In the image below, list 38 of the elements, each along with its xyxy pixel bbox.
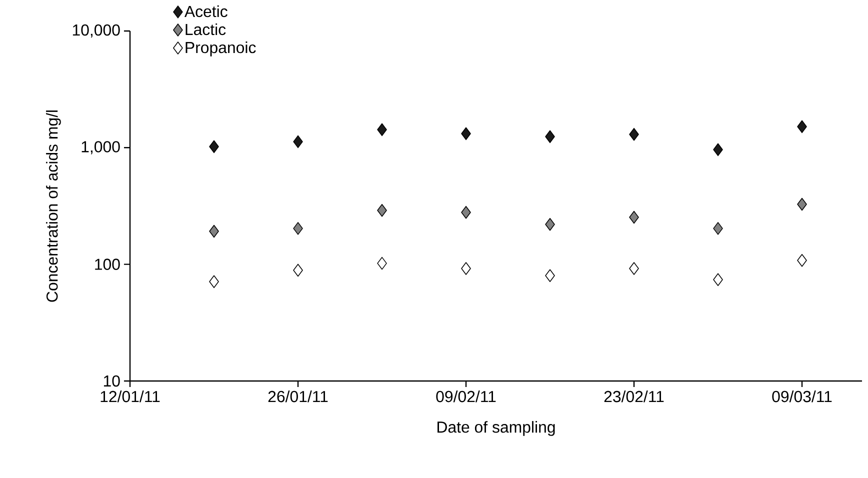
point — [293, 264, 303, 277]
y-tick-label: 10,000 — [72, 24, 120, 38]
point — [629, 128, 639, 141]
point — [293, 135, 303, 148]
point — [377, 204, 387, 217]
x-tick-label: 09/02/11 — [436, 390, 496, 402]
point — [713, 222, 723, 235]
x-tick-label: 09/03/11 — [772, 390, 832, 402]
y-tick-label: 100 — [95, 258, 120, 270]
point — [629, 262, 639, 275]
point — [545, 269, 555, 282]
point — [209, 224, 219, 238]
point — [629, 210, 639, 224]
x-tick-label: 23/02/11 — [604, 390, 664, 402]
point — [797, 254, 807, 267]
x-tick-label: 12/01/11 — [100, 390, 160, 402]
point — [293, 222, 303, 235]
y-tick-label: 10 — [104, 375, 120, 387]
x-axis-title: Date of sampling — [438, 421, 555, 436]
y-axis-title: Concentration of acids mg/l — [46, 110, 61, 302]
point — [545, 218, 555, 231]
legend-label: Acetic — [184, 5, 228, 18]
point — [209, 140, 219, 154]
point — [797, 120, 807, 134]
point — [713, 273, 723, 286]
point — [377, 123, 387, 136]
point — [461, 127, 471, 140]
point — [461, 262, 471, 275]
x-tick-label: 26/01/11 — [268, 390, 328, 402]
point — [209, 275, 219, 288]
legend-label: Lactic — [186, 23, 226, 36]
y-tick-label: 1,000 — [82, 141, 120, 154]
point — [797, 198, 807, 211]
point — [713, 143, 723, 156]
point — [545, 130, 555, 144]
point — [377, 256, 387, 270]
point — [461, 206, 471, 219]
legend-label: Propanoic — [186, 41, 256, 56]
